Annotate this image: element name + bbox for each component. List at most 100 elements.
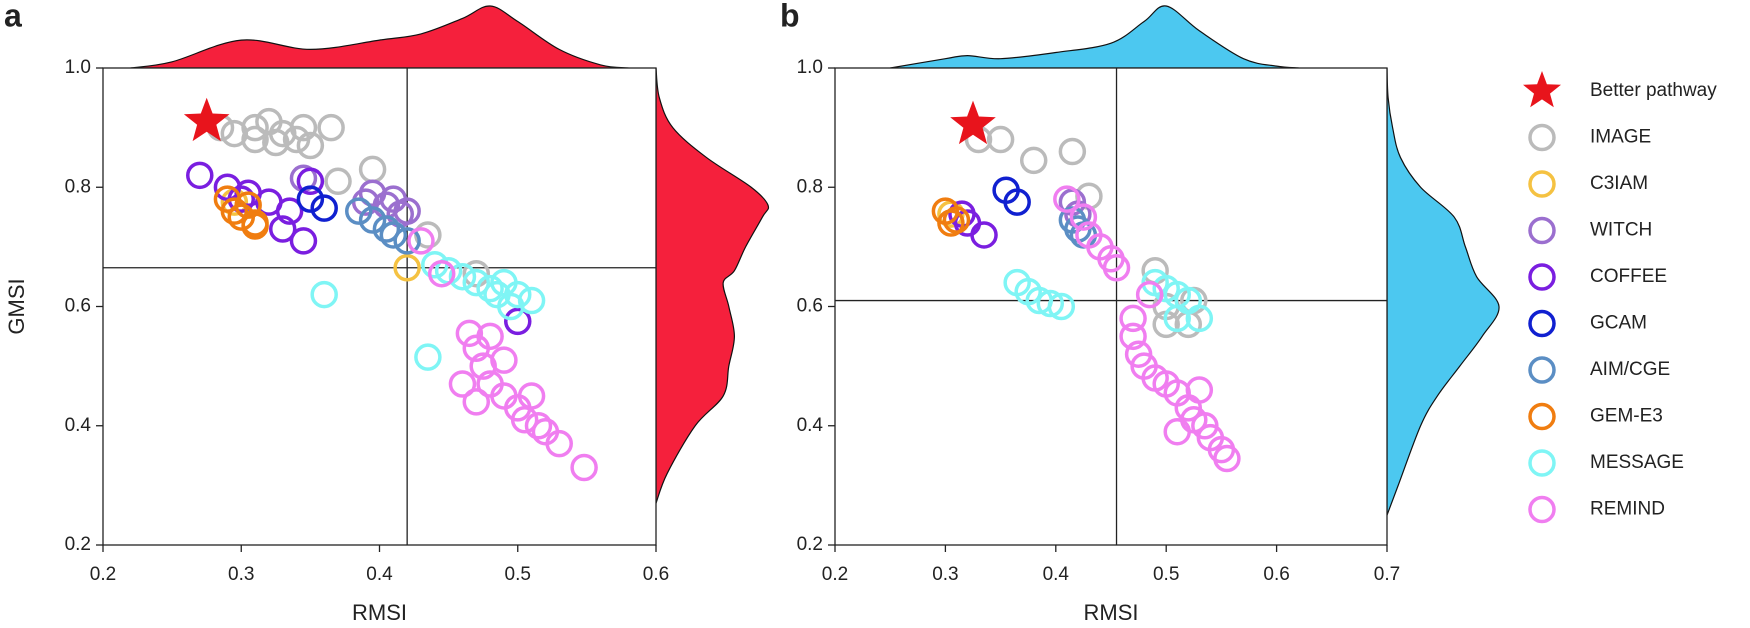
legend-label: GCAM (1590, 313, 1647, 334)
circle-marker (1036, 289, 1065, 318)
circle-marker (1119, 322, 1147, 351)
star-marker (950, 100, 996, 145)
circle-marker (296, 167, 325, 196)
legend-label: COFFEE (1590, 266, 1667, 287)
circle-marker (186, 161, 214, 190)
circle-marker (241, 125, 269, 154)
circle-marker (407, 227, 435, 255)
star-marker (183, 97, 230, 142)
circle-marker (504, 307, 532, 336)
circle-marker (296, 185, 325, 213)
x-axis-label: RMSI (352, 600, 407, 625)
circle-marker (1102, 253, 1131, 282)
circle-marker (241, 113, 269, 142)
legend-symbol (1528, 123, 1556, 152)
circle-marker (570, 453, 598, 482)
circle-marker (372, 215, 401, 243)
circle-marker (275, 197, 304, 225)
circle-marker (379, 221, 408, 249)
legend-symbol (1528, 216, 1556, 245)
circle-marker (1119, 304, 1147, 333)
circle-marker (1019, 146, 1048, 175)
y-tick-label: 0.8 (65, 176, 91, 197)
circle-marker (510, 406, 539, 434)
x-density (130, 5, 629, 69)
y-axis-label: GMSI (4, 278, 29, 334)
circle-marker (483, 280, 511, 309)
legend-label: IMAGE (1590, 127, 1651, 148)
circle-marker (1185, 304, 1214, 333)
circle-marker (1058, 137, 1087, 166)
circle-marker (262, 128, 290, 157)
plot-frame (102, 67, 657, 546)
circle-marker (317, 113, 345, 142)
circle-marker (490, 346, 518, 374)
circle-marker (448, 370, 477, 398)
y-tick-label: 0.4 (65, 415, 92, 436)
x-tick-label: 0.5 (1153, 564, 1179, 585)
circle-marker (476, 322, 504, 351)
x-tick-label: 0.5 (505, 564, 531, 585)
circle-marker (358, 206, 387, 234)
x-density (890, 5, 1299, 69)
circle-marker (345, 197, 373, 225)
legend-symbol (1528, 309, 1556, 338)
y-tick-label: 0.6 (797, 296, 823, 317)
plot-frame (834, 67, 1388, 546)
circle-marker (1069, 203, 1098, 231)
circle-marker (289, 227, 318, 255)
x-tick-label: 0.2 (90, 564, 116, 585)
y-tick-label: 0.8 (797, 176, 823, 197)
circle-marker (1163, 417, 1191, 446)
x-tick-label: 0.3 (228, 564, 254, 585)
circle-marker (1003, 188, 1031, 216)
circle-marker (268, 215, 297, 243)
circle-marker (462, 388, 491, 416)
x-tick-label: 0.6 (643, 564, 669, 585)
circle-marker (448, 262, 477, 291)
circle-marker (1213, 444, 1241, 473)
circle-marker (414, 343, 442, 371)
panel-label: a (4, 0, 22, 33)
legend-symbol (1528, 170, 1556, 198)
circle-marker (393, 253, 421, 282)
circle-marker (545, 429, 573, 458)
circle-marker (1053, 185, 1081, 213)
legend-label: WITCH (1590, 220, 1652, 241)
y-tick-label: 1.0 (65, 57, 91, 78)
circle-marker (427, 259, 456, 288)
circle-marker (1047, 292, 1076, 321)
legend-symbol (1523, 71, 1561, 108)
x-tick-label: 0.7 (1374, 564, 1400, 585)
circle-marker (289, 113, 318, 142)
y-tick-label: 0.2 (797, 534, 823, 555)
panel-label: b (780, 0, 800, 33)
legend-symbol (1528, 402, 1556, 431)
legend-label: AIM/CGE (1590, 359, 1670, 380)
legend-label: C3IAM (1590, 173, 1648, 194)
circle-marker (953, 209, 982, 237)
legend-symbol (1528, 449, 1556, 477)
legend-label: GEM-E3 (1590, 406, 1663, 427)
legend-symbol (1528, 495, 1556, 524)
circle-marker (986, 125, 1015, 154)
x-tick-label: 0.4 (1043, 564, 1070, 585)
x-tick-label: 0.3 (932, 564, 958, 585)
circle-marker (462, 259, 491, 288)
circle-marker (296, 131, 325, 160)
y-tick-label: 0.2 (65, 534, 91, 555)
y-tick-label: 0.6 (65, 296, 91, 317)
x-tick-label: 0.2 (822, 564, 848, 585)
circle-marker (393, 227, 421, 255)
x-tick-label: 0.6 (1263, 564, 1289, 585)
circle-marker (220, 197, 249, 225)
y-tick-label: 0.4 (797, 415, 824, 436)
circle-marker (462, 268, 491, 297)
legend-label: Better pathway (1590, 80, 1717, 101)
legend-label: REMIND (1590, 499, 1665, 520)
legend-symbol (1528, 356, 1556, 384)
y-density (655, 67, 770, 504)
circle-marker (310, 280, 338, 309)
circle-marker (942, 206, 971, 234)
